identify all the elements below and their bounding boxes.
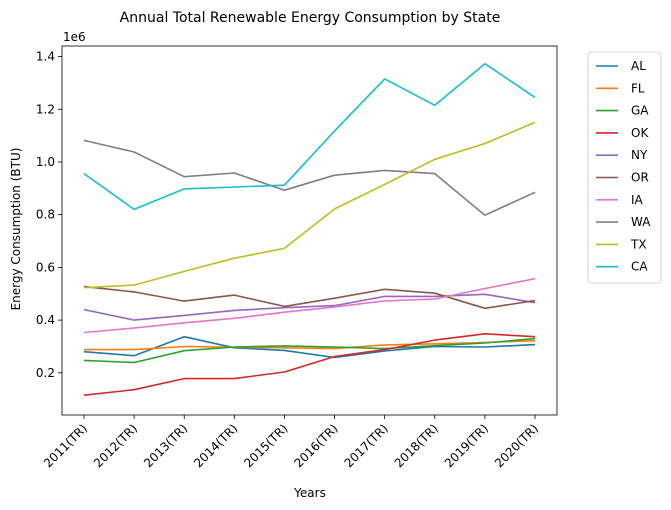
y-tick-label: 1.2	[36, 102, 55, 116]
x-tick-label: 2013(TR)	[141, 421, 190, 470]
legend: AL FL GA OK NY OR IA WA TX CA	[587, 51, 662, 284]
x-tick-label: 2019(TR)	[442, 421, 491, 470]
series-line-wa	[83, 139, 536, 216]
series-line-or	[83, 285, 536, 310]
series-line-ok	[83, 332, 536, 396]
y-offset-label: 1e6	[63, 30, 86, 44]
legend-label-al: AL	[631, 59, 646, 73]
x-axis-title: Years	[293, 486, 326, 500]
x-tick-label: 2011(TR)	[41, 421, 90, 470]
legend-label-fl: FL	[631, 81, 645, 95]
legend-label-ca: CA	[631, 260, 648, 274]
legend-label-ny: NY	[631, 148, 648, 162]
y-axis-title: Energy Consumption (BTU)	[9, 148, 23, 311]
legend-label-wa: WA	[631, 215, 651, 229]
plot-area	[61, 45, 558, 416]
series-line-fl	[84, 339, 536, 351]
x-tick-label: 2012(TR)	[91, 421, 140, 470]
y-tick-label: 0.6	[36, 260, 55, 274]
x-tick-label: 2014(TR)	[191, 421, 240, 470]
y-tick-label: 0.8	[36, 208, 55, 222]
x-axis: 2011(TR) 2012(TR) 2013(TR) 2014(TR) 2015(TR)…	[41, 415, 541, 470]
series-line-ga	[83, 337, 536, 364]
plot-frame	[61, 45, 558, 416]
x-tick-label: 2015(TR)	[241, 421, 290, 470]
series-line-tx	[83, 121, 536, 289]
x-tick-label: 2018(TR)	[392, 421, 441, 470]
legend-label-tx: TX	[630, 237, 647, 251]
series-line-ny	[83, 293, 536, 321]
series-group	[83, 62, 536, 396]
series-line-ia	[83, 277, 536, 334]
x-tick-label: 2020(TR)	[492, 421, 541, 470]
x-tick-label: 2016(TR)	[291, 421, 340, 470]
legend-label-or: OR	[631, 171, 649, 185]
series-line-ca	[83, 62, 536, 211]
x-tick-label: 2017(TR)	[342, 421, 391, 470]
y-tick-label: 0.4	[36, 313, 55, 327]
y-tick-label: 0.2	[36, 366, 55, 380]
legend-label-ok: OK	[631, 126, 649, 140]
legend-label-ia: IA	[631, 193, 644, 207]
y-axis: 0.2 0.4 0.6 0.8 1.0 1.2 1.4	[36, 50, 62, 380]
legend-label-ga: GA	[631, 104, 649, 118]
chart-title: Annual Total Renewable Energy Consumptio…	[120, 10, 501, 26]
series-line-al	[83, 335, 536, 359]
y-tick-label: 1.4	[36, 50, 55, 64]
legend-box	[587, 51, 662, 284]
y-tick-label: 1.0	[36, 155, 55, 169]
